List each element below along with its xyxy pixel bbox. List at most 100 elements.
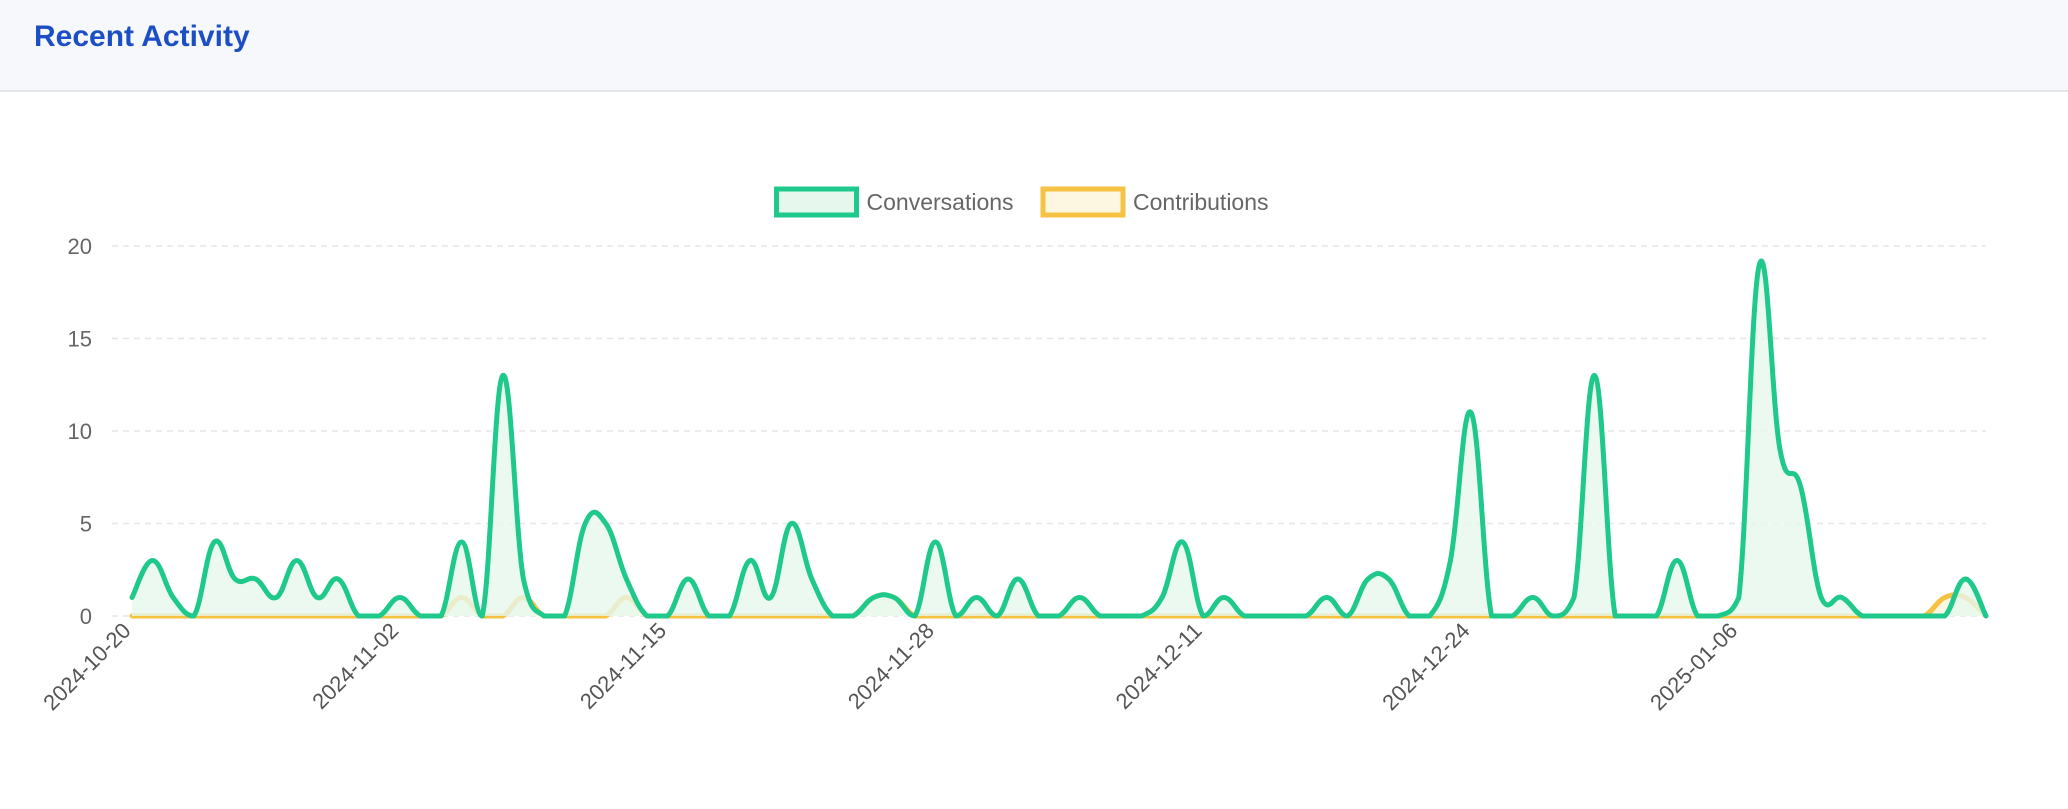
conversations-area [132,261,1986,616]
conversations-point [728,615,730,617]
conversations-point [1449,560,1451,561]
conversations-point [213,541,215,543]
x-tick-label: 2024-11-15 [575,618,671,714]
conversations-point [1346,615,1348,617]
conversations-point [1594,375,1596,376]
conversations-point [1964,578,1966,580]
conversations-point [1532,597,1534,598]
conversations-point [1635,615,1637,617]
conversations-point [1264,615,1266,617]
conversations-point [358,615,360,617]
conversations-point [1161,597,1163,598]
x-tick-label: 2024-12-24 [1377,618,1474,715]
conversations-point [1717,615,1719,617]
conversations-point [955,615,957,617]
conversations-point [1758,264,1760,265]
conversations-point [1285,615,1287,617]
grid-lines [112,245,1986,617]
legend-swatch-conversations[interactable] [774,186,860,218]
conversations-point [1655,615,1657,617]
page-header: Recent Activity [0,0,2068,92]
y-tick-label: 20 [68,234,92,259]
conversations-point [1800,486,1802,487]
conversations-point [275,597,277,598]
legend-label-conversations[interactable]: Conversations [867,189,1014,215]
conversations-point [1470,412,1472,413]
conversations-point [770,597,772,598]
conversations-point [811,578,813,580]
conversations-point [667,615,669,617]
conversations-point [605,523,607,524]
conversations-point [172,597,174,598]
conversations-point [708,615,710,617]
conversations-point [687,578,689,580]
conversations-point [1037,615,1039,617]
legend-label-contributions[interactable]: Contributions [1133,189,1269,215]
conversations-point [440,615,442,617]
conversations-point [1944,615,1946,617]
conversations-point [790,523,792,524]
conversations-point [749,560,751,561]
x-tick-label: 2024-11-02 [307,618,403,714]
conversations-point [1861,615,1863,617]
y-tick-label: 15 [68,327,92,352]
conversations-point [1079,597,1081,598]
y-tick-label: 0 [80,604,92,629]
conversations-point [1099,615,1101,617]
conversations-point [1491,615,1493,617]
conversations-point [1841,597,1843,598]
conversations-point [1223,597,1225,598]
conversations-point [131,597,133,598]
conversations-point [193,615,195,617]
conversations-point [378,615,380,617]
legend-swatch-contributions[interactable] [1040,186,1126,218]
conversations-point [522,578,524,580]
conversations-point [1985,615,1987,617]
conversations-point [1676,560,1678,561]
y-tick-label: 10 [68,419,92,444]
conversations-point [1305,615,1307,617]
conversations-point [1058,615,1060,617]
y-axis: 0 5 10 15 20 [68,234,92,629]
conversations-point [893,597,895,598]
conversations-point [1614,615,1616,617]
conversations-point [976,597,978,598]
page-title: Recent Activity [34,20,250,53]
legend: Conversations Contributions [774,186,1269,218]
conversations-point [914,615,916,617]
conversations-point [152,560,154,561]
x-tick-label: 2025-01-06 [1645,618,1742,715]
conversations-point [584,523,586,524]
conversations-point [1882,615,1884,617]
conversations-point [502,375,504,376]
conversations-point [1388,578,1390,580]
conversations-point [1738,597,1740,598]
conversations-point [1326,597,1328,598]
conversations-point [1820,597,1822,598]
conversations-point [1182,541,1184,543]
conversations-point [625,578,627,580]
conversations-point [1120,615,1122,617]
conversations-point [1429,615,1431,617]
conversations-point [1779,449,1781,450]
conversations-point [1243,615,1245,617]
conversations-point [1923,615,1925,617]
contributions-point [1944,597,1946,598]
conversations-point [255,578,257,580]
x-tick-label: 2024-12-11 [1111,618,1207,714]
x-axis: 2024-10-20 2024-11-02 2024-11-15 2024-11-28… [38,618,1742,715]
activity-chart: 0 5 10 15 20 2024-10-20 2024-11-02 2024-11-15 2… [0,92,2068,804]
x-tick-label: 2024-11-28 [843,618,939,714]
conversations-point [234,578,236,580]
conversations-point [1903,615,1905,617]
conversations-line [129,258,1989,619]
conversations-point [996,615,998,617]
conversations-point [461,541,463,543]
conversations-point [934,541,936,543]
y-tick-label: 5 [80,512,92,537]
conversations-point [1552,615,1554,617]
x-tick-label: 2024-10-20 [38,618,135,715]
conversations-point [1202,615,1204,617]
conversations-point [543,615,545,617]
conversations-point [1573,597,1575,598]
